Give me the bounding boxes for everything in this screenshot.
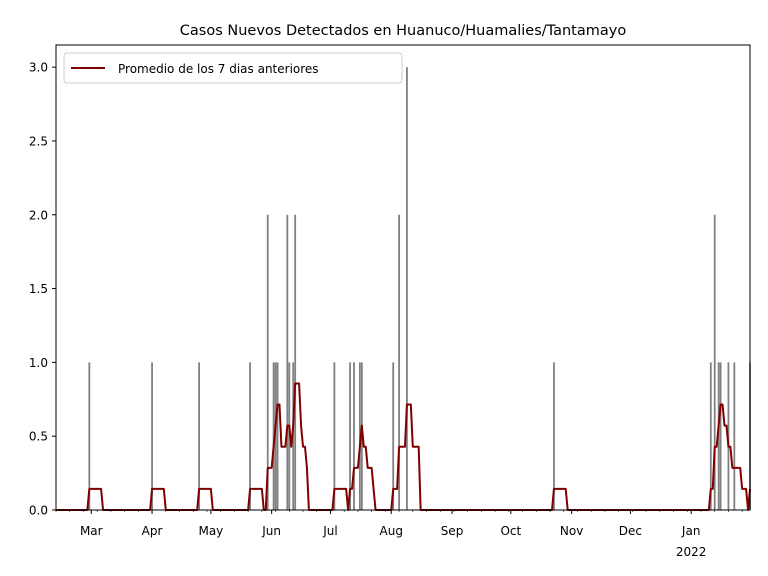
- x-tick-label: May: [198, 524, 223, 538]
- bar-2021-02-28: [88, 362, 91, 510]
- x-tick-label: Jun: [261, 524, 281, 538]
- bar-2021-08-05: [398, 214, 400, 510]
- x-tick-label: Mar: [80, 524, 103, 538]
- bar-2021-06-09: [286, 214, 289, 510]
- bar-2021-10-23: [553, 362, 555, 510]
- x-axis: Mar Apr May Jun Jul Aug Sep Oct Nov Dec Jan 2022: [55, 510, 743, 559]
- y-tick-label: 1.5: [29, 282, 48, 296]
- chart-title: Casos Nuevos Detectados en Huanuco/Huama…: [180, 23, 627, 39]
- legend-box: [63, 52, 403, 84]
- y-tick-label: 0.5: [29, 430, 48, 444]
- bar-2021-08-02: [392, 362, 395, 510]
- bar-2021-05-21: [249, 362, 251, 510]
- bar-2021-07-03: [333, 362, 336, 510]
- y-tick-label: 0.0: [29, 504, 48, 518]
- bar-2021-06-04: [276, 362, 279, 510]
- legend: Promedio de los 7 dias anteriores: [63, 52, 403, 84]
- x-tick-label: Jul: [322, 524, 337, 538]
- bar-2022-01-13: [713, 214, 716, 510]
- x-tick-label: Oct: [500, 524, 521, 538]
- bar-2021-08-09: [406, 67, 408, 510]
- x-year-label: 2022: [676, 545, 707, 559]
- y-axis: 0.0 0.5 1.0 1.5 2.0 2.5 3.0: [29, 61, 56, 518]
- y-tick-label: 2.5: [29, 134, 48, 148]
- plot-frame: [55, 44, 751, 511]
- bar-2021-04-25: [198, 362, 201, 510]
- legend-label: Promedio de los 7 dias anteriores: [118, 62, 319, 76]
- bar-2021-06-13: [294, 214, 297, 510]
- x-tick-label: Aug: [380, 524, 403, 538]
- y-tick-label: 2.0: [29, 208, 48, 222]
- bar-2021-05-30: [266, 214, 269, 510]
- x-tick-label: Apr: [142, 524, 163, 538]
- x-tick-label: Dec: [619, 524, 642, 538]
- y-tick-label: 3.0: [29, 61, 48, 75]
- bar-2022-01-23: [733, 362, 736, 510]
- bar-2022-01-16: [719, 362, 722, 510]
- y-tick-label: 1.0: [29, 356, 48, 370]
- bar-2021-07-13: [353, 362, 355, 510]
- bar-2021-07-11: [349, 362, 351, 510]
- x-tick-label: Sep: [441, 524, 464, 538]
- x-tick-label: Jan: [681, 524, 701, 538]
- bar-2022-01-11: [709, 362, 712, 510]
- bar-2021-04-01: [151, 362, 153, 510]
- x-tick-label: Nov: [560, 524, 583, 538]
